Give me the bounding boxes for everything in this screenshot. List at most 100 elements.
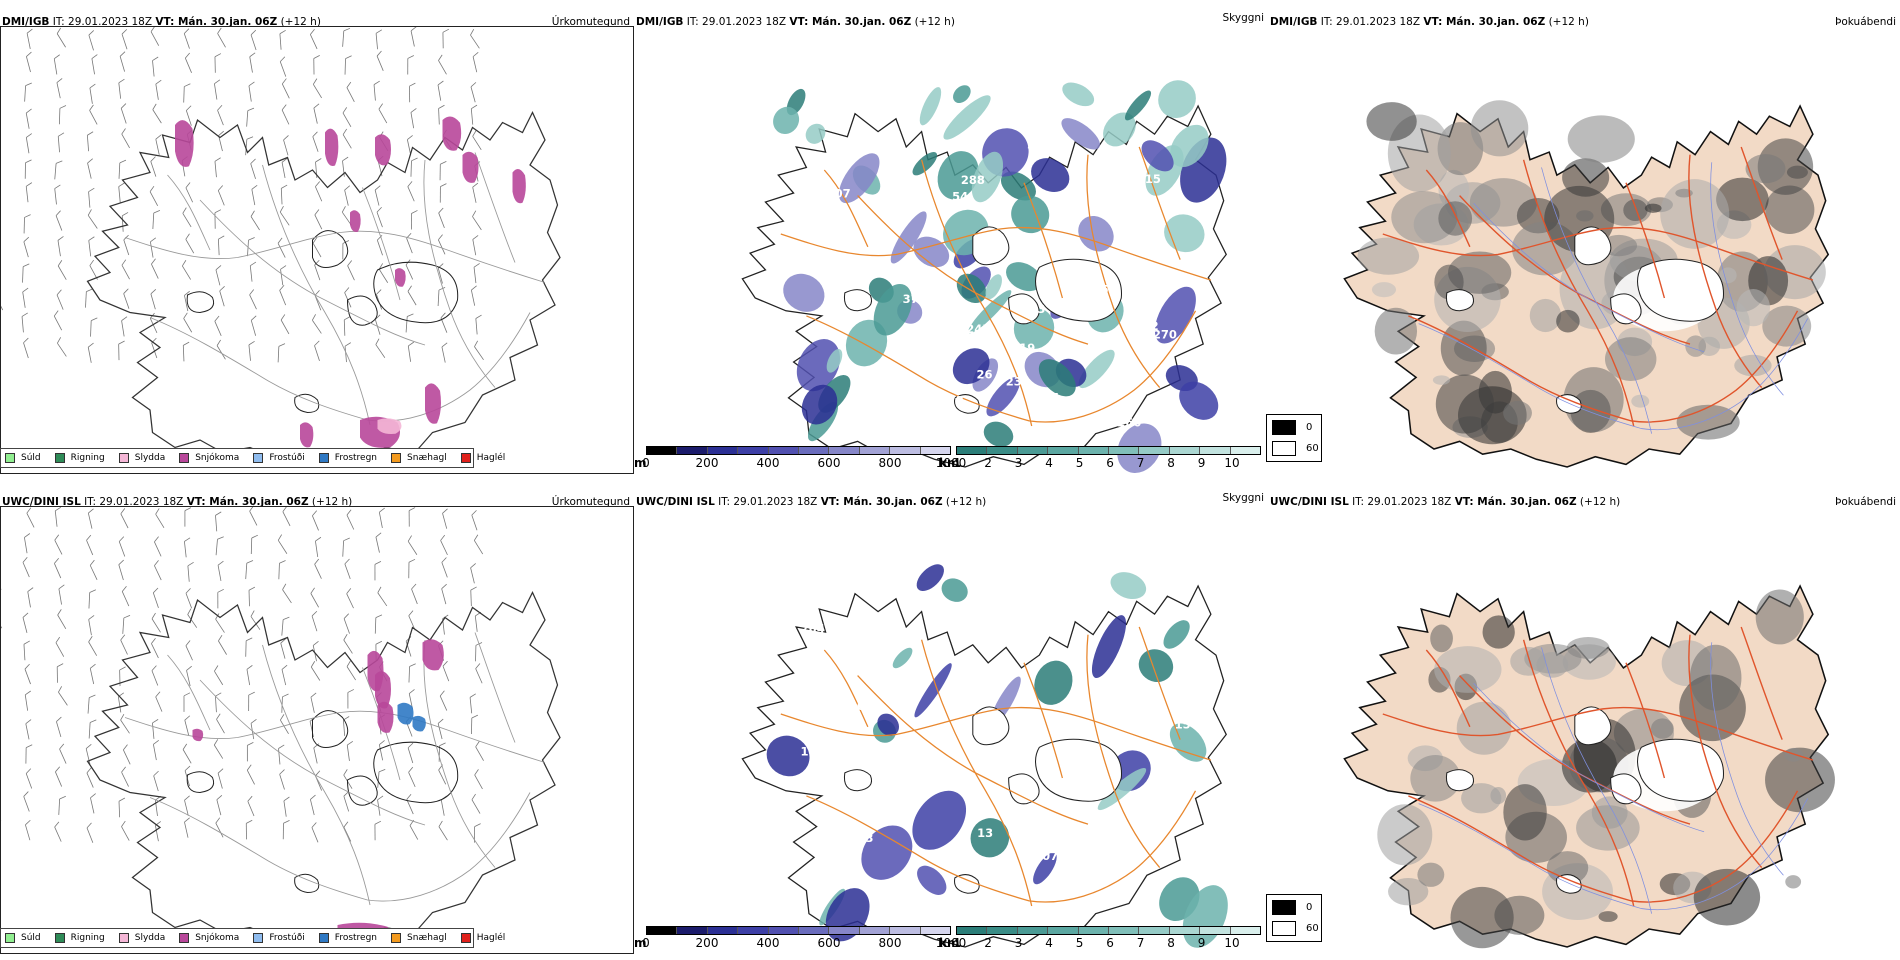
fog-legend-swatch [1272, 900, 1296, 915]
fog-shade [1377, 804, 1432, 865]
legend-item: Slydda [119, 933, 165, 943]
visibility-value-label: 159 [1093, 282, 1117, 296]
fog-legend-label: 60 [1306, 443, 1319, 454]
colorbar-tick-label: 9 [1198, 456, 1206, 470]
colorbar-tick-label: 6 [1106, 456, 1114, 470]
fog-legend-swatch [1272, 441, 1296, 456]
legend-item: Haglél [461, 933, 506, 943]
visibility-value-label: 15 [1175, 717, 1191, 731]
precip-type-legend: Súld Rigning Slydda Snjókoma Frostúði Frostre… [0, 928, 474, 948]
colorbar-tick-label: 1 [954, 456, 962, 470]
visibility-value-label: 315 [1137, 172, 1161, 186]
fog-shade [1599, 911, 1618, 922]
fog-shade [1645, 204, 1662, 213]
visibility-value-label: 37 [903, 292, 919, 306]
legend-label: Frostúði [269, 453, 304, 463]
fog-shade [1685, 335, 1706, 357]
legend-label: Súld [21, 933, 41, 943]
visibility_scale_km-colorbar [956, 926, 1261, 935]
fog-shade [1503, 784, 1546, 840]
fog-shade [1568, 115, 1635, 162]
visibility-value-label: 26 [976, 368, 992, 382]
visibility-value-label: 13 [977, 826, 993, 840]
fog-legend-label: 0 [1306, 902, 1312, 913]
legend-swatch [461, 453, 471, 463]
colorbar-tick-label: 3 [1015, 456, 1023, 470]
colorbar-tick-label: 2 [984, 936, 992, 950]
fog-shade [1660, 179, 1729, 249]
fog-shade [1785, 875, 1801, 888]
colorbar-tick-label: 5 [1076, 936, 1084, 950]
fog-shade [1631, 395, 1649, 408]
fog-legend-label: 0 [1306, 422, 1312, 433]
fog-shade [1457, 702, 1512, 755]
legend-label: Snjókoma [195, 933, 239, 943]
colorbar-tick-label: 10 [1224, 936, 1239, 950]
fog-shade [1530, 299, 1561, 332]
legend-label: Frostregn [335, 453, 377, 463]
visibility-area [1058, 78, 1098, 111]
legend-item: Frostúði [253, 453, 304, 463]
legend-label: Frostregn [335, 933, 377, 943]
legend-label: Rigning [71, 933, 105, 943]
colorbar-tick-label: 8 [1167, 456, 1175, 470]
visibility_scale_km-colorbar [956, 446, 1261, 455]
fog-legend-label: 60 [1306, 923, 1319, 934]
colorbar-tick-label: 4 [1045, 936, 1053, 950]
map-canvas [1268, 20, 1900, 440]
legend-swatch [119, 933, 129, 943]
panel-fog: DMI/IGB IT: 29.01.2023 18Z VT: Mán. 30.j… [1268, 10, 1900, 480]
visibility-area [916, 84, 946, 128]
panel-visibility: UWC/DINI ISL IT: 29.01.2023 18Z VT: Mán.… [634, 490, 1268, 960]
fog-shade [1451, 887, 1514, 948]
fog-legend-swatch [1272, 921, 1296, 936]
visibility_scale_m-colorbar [646, 446, 951, 455]
fog-shade [1737, 289, 1770, 326]
visibility-value-label: 245 [966, 322, 990, 336]
colorbar-tick-label: 4 [1045, 456, 1053, 470]
glacier-outline [1446, 290, 1473, 311]
legend-item: Rigning [55, 933, 105, 943]
fog-shade [1567, 637, 1610, 659]
visibility_scale_m-colorbar [646, 926, 951, 935]
visibility-value-label: 277 [1028, 138, 1052, 152]
visibility-value-label: 54 [952, 190, 968, 204]
legend-label: Slydda [135, 933, 165, 943]
legend-item: Súld [5, 933, 41, 943]
visibility-value-label: 173 [850, 831, 874, 845]
legend-label: Snæhagl [407, 933, 447, 943]
legend-item: Súld [5, 453, 41, 463]
fog-shade [1556, 310, 1579, 333]
visibility-area [950, 82, 975, 107]
fog-legend-item: 60 [1272, 921, 1319, 936]
visibility-value-label: 44 [1196, 673, 1212, 687]
fog-shade [1719, 267, 1736, 283]
fog-legend-swatch [1272, 420, 1296, 435]
glacier-outline [844, 770, 871, 791]
visibility-value-label: 15 [1043, 391, 1059, 405]
fog-shade [1483, 615, 1515, 648]
panel-precip-type: UWC/DINI ISL IT: 29.01.2023 18Z VT: Mán.… [0, 490, 634, 960]
fog-legend: 0 60 [1266, 414, 1322, 462]
legend-label: Haglél [477, 453, 506, 463]
visibility-value-label: 28 [887, 368, 903, 382]
colorbar-tick-label: 200 [696, 456, 719, 470]
legend-label: Snæhagl [407, 453, 447, 463]
legend-label: Slydda [135, 453, 165, 463]
fog-legend-item: 0 [1272, 900, 1312, 915]
iceland-coastline [742, 586, 1226, 947]
glacier-outline [1446, 770, 1473, 791]
colorbar-tick-label: 7 [1137, 936, 1145, 950]
fog-shade [1417, 863, 1444, 887]
colorbar-tick-label: 8 [1167, 936, 1175, 950]
fog-shade [1471, 100, 1529, 156]
legend-label: Frostúði [269, 933, 304, 943]
visibility-value-label: 19 [1019, 341, 1035, 355]
fog-shade [1690, 645, 1742, 711]
fog-shade [1438, 201, 1472, 235]
fog-shade [1366, 102, 1416, 141]
colorbar-tick-label: 600 [818, 456, 841, 470]
legend-item: Slydda [119, 453, 165, 463]
